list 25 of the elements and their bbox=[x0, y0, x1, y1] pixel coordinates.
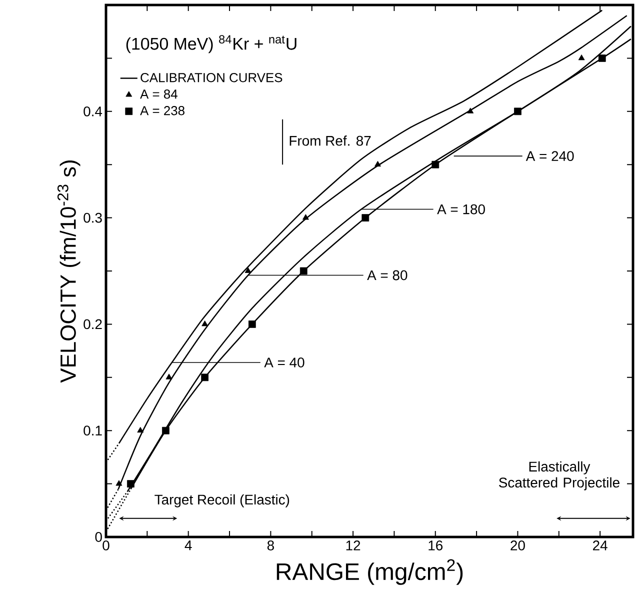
annotation: Elastically Scattered Projectile bbox=[499, 461, 620, 490]
x-tick-label: 0 bbox=[102, 540, 110, 550]
x-tick-label: 24 bbox=[593, 540, 608, 550]
y-tick-label: 0 bbox=[95, 532, 102, 542]
annotation: Target Recoil (Elastic) bbox=[154, 494, 290, 508]
legend-label: A = 84 bbox=[140, 90, 178, 99]
annotation: From Ref. 87 bbox=[290, 136, 371, 146]
text: (1050 MeV) $^{84}$Kr + $^{nat}$U bbox=[126, 35, 296, 54]
y-tick-label: 0.4 bbox=[84, 106, 102, 116]
x-tick-label: 20 bbox=[510, 540, 525, 550]
annotation: A = 180 bbox=[437, 204, 485, 214]
annotation: A = 40 bbox=[264, 358, 304, 368]
y-axis-title: VELOCITY (fm/10$^{-23}$ s) bbox=[57, 160, 80, 383]
x-tick-label: 4 bbox=[184, 540, 192, 550]
x-tick-label: 8 bbox=[267, 540, 274, 550]
x-tick-label: 12 bbox=[346, 540, 360, 550]
legend-label: A = 238 bbox=[140, 106, 184, 116]
x-axis-title: RANGE (mg/cm$^{2}$) bbox=[276, 559, 463, 585]
annotation: A = 240 bbox=[526, 151, 574, 162]
y-tick-label: 0.1 bbox=[84, 426, 102, 436]
legend-label: CALIBRATION CURVES bbox=[140, 73, 282, 82]
x-tick-label: 16 bbox=[428, 540, 443, 550]
annotation: A = 80 bbox=[367, 270, 408, 280]
y-tick-label: 0.3 bbox=[84, 212, 102, 223]
y-tick-label: 0.2 bbox=[84, 319, 102, 330]
